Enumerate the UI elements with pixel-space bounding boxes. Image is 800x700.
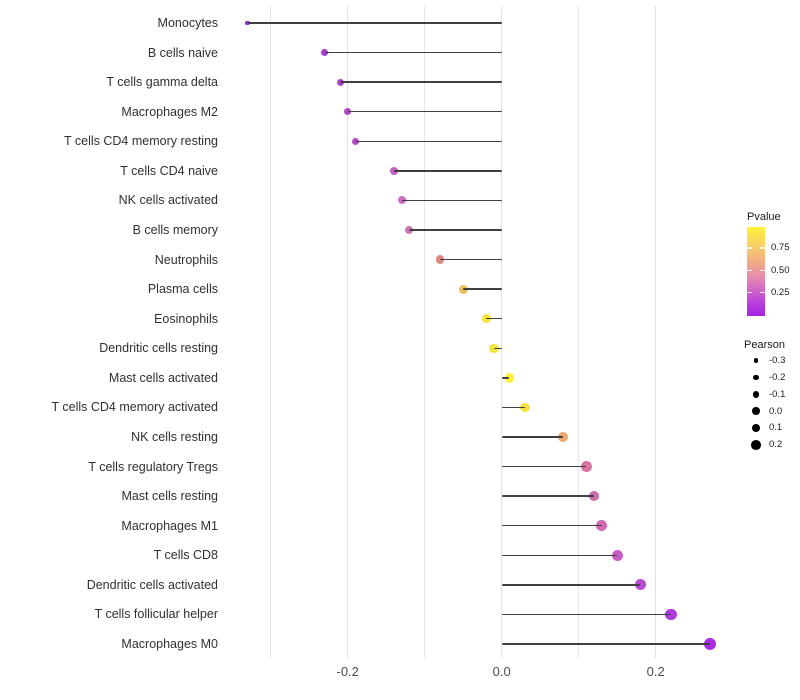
lollipop-dot [596,520,608,532]
pearson-legend-label: 0.0 [769,405,783,417]
lollipop-stem [409,229,502,231]
pearson-legend-label: -0.3 [769,355,786,367]
y-axis-label: Plasma cells [147,282,218,297]
lollipop-dot [703,638,716,650]
y-axis-label: T cells gamma delta [106,75,218,90]
pvalue-gradient-bar [747,227,765,316]
lollipop-dot [519,402,530,413]
y-axis-label: Macrophages M1 [121,518,218,533]
pvalue-bar-tick [747,291,752,294]
y-axis-label: Dendritic cells resting [99,341,218,356]
y-axis-label: T cells CD8 [153,548,218,563]
lollipop-stem [401,199,502,202]
gridline [270,6,272,658]
lollipop-stem [347,110,502,113]
y-axis-label: T cells regulatory Tregs [88,459,218,474]
lollipop-dot [611,549,623,561]
pvalue-bar-tick [747,247,752,249]
gridline [655,6,657,658]
pvalue-tick-label: 0.50 [771,265,790,277]
lollipop-dot [581,461,592,472]
lollipop-stem [486,317,502,320]
pvalue-tick-label: 0.75 [771,242,790,254]
gridline [578,6,580,658]
lollipop-stem [501,406,525,409]
lollipop-stem [501,377,510,379]
y-axis-label: T cells CD4 naive [120,163,218,178]
lollipop-dot [588,490,600,502]
lollipop-stem [501,584,641,586]
pvalue-bar-tick [760,291,765,294]
lollipop-stem [440,258,502,261]
y-axis-label: Dendritic cells activated [86,577,218,592]
lollipop-dot [481,314,491,324]
pearson-legend-label: 0.2 [769,439,783,451]
lollipop-stem [247,22,502,24]
lollipop-stem [501,613,672,616]
pvalue-tick-label: 0.25 [771,286,790,298]
lollipop-stem [501,524,602,527]
pearson-legend-label: -0.2 [769,372,786,383]
lollipop-stem [494,347,502,350]
pearson-legend-dot [753,374,759,381]
gridline [424,6,426,658]
lollipop-stem [501,465,587,468]
y-axis-label: T cells follicular helper [94,607,218,622]
lollipop-stem [340,81,502,83]
lollipop-stem [501,495,595,497]
pvalue-bar-tick [760,247,765,249]
pvalue-bar-tick [760,269,765,272]
lollipop-dot [405,225,414,235]
y-axis-label: NK cells activated [118,193,218,208]
pearson-legend-label: -0.1 [769,388,786,400]
lollipop-dot [489,343,499,353]
lollipop-dot [558,431,569,443]
pearson-legend-dot [751,423,761,433]
x-tick-label: 0.2 [646,664,665,679]
pearson-legend-title: Pearson [744,339,785,351]
lollipop-stem [501,436,564,438]
y-axis-label: Eosinophils [154,311,218,326]
lollipop-stem [463,288,502,290]
y-axis-label: B cells memory [132,222,218,237]
y-axis-label: B cells naive [147,45,218,60]
y-axis-label: T cells CD4 memory activated [51,400,219,415]
lollipop-dot [389,166,398,175]
y-axis-label: Mast cells resting [121,489,218,504]
pearson-legend-label: 0.1 [769,422,783,434]
y-axis-label: Neutrophils [154,252,218,267]
lollipop-stem [393,170,502,172]
y-axis-label: Monocytes [157,16,218,30]
x-tick-label: 0.0 [492,664,511,679]
lollipop-stem [355,140,502,143]
lollipop-stem [501,554,618,556]
pearson-legend-dot [751,439,761,450]
y-axis-label: Macrophages M0 [121,636,218,651]
pearson-legend-dot [752,390,760,398]
y-axis-label: T cells CD4 memory resting [64,134,218,149]
lollipop-dot [504,373,515,383]
lollipop-stem [324,51,502,54]
y-axis-label: Mast cells activated [108,370,218,385]
pvalue-legend-title: Pvalue [747,211,781,223]
x-tick-label: -0.2 [336,664,359,679]
pearson-legend-dot [753,358,759,363]
y-axis-label: NK cells resting [131,429,218,444]
pearson-legend-dot [752,407,760,415]
pvalue-bar-tick [747,269,752,272]
lollipop-dot [634,579,646,591]
lollipop-dot [665,608,677,621]
gridline [501,6,503,658]
lollipop-stem [501,643,710,645]
gridline [347,6,349,658]
y-axis-label: Macrophages M2 [121,104,218,119]
lollipop-dot [321,49,328,56]
